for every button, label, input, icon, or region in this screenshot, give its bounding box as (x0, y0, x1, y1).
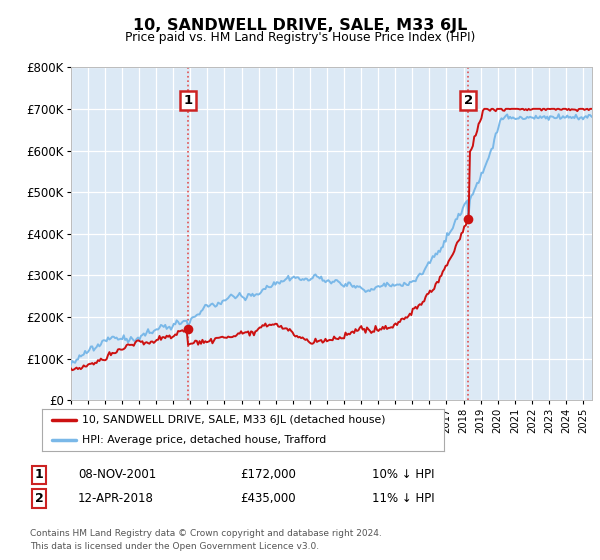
Text: 08-NOV-2001: 08-NOV-2001 (78, 468, 156, 482)
Text: £172,000: £172,000 (240, 468, 296, 482)
Text: 11% ↓ HPI: 11% ↓ HPI (372, 492, 434, 505)
Text: £435,000: £435,000 (240, 492, 296, 505)
Text: HPI: Average price, detached house, Trafford: HPI: Average price, detached house, Traf… (82, 435, 326, 445)
Text: 10% ↓ HPI: 10% ↓ HPI (372, 468, 434, 482)
Text: 10, SANDWELL DRIVE, SALE, M33 6JL (detached house): 10, SANDWELL DRIVE, SALE, M33 6JL (detac… (82, 415, 386, 424)
Text: 1: 1 (183, 94, 193, 107)
Text: Price paid vs. HM Land Registry's House Price Index (HPI): Price paid vs. HM Land Registry's House … (125, 31, 475, 44)
Text: Contains HM Land Registry data © Crown copyright and database right 2024.: Contains HM Land Registry data © Crown c… (30, 529, 382, 538)
Text: This data is licensed under the Open Government Licence v3.0.: This data is licensed under the Open Gov… (30, 542, 319, 550)
Text: 2: 2 (35, 492, 43, 505)
Text: 1: 1 (35, 468, 43, 482)
Text: 2: 2 (464, 94, 473, 107)
Text: 10, SANDWELL DRIVE, SALE, M33 6JL: 10, SANDWELL DRIVE, SALE, M33 6JL (133, 18, 467, 33)
Text: 12-APR-2018: 12-APR-2018 (78, 492, 154, 505)
